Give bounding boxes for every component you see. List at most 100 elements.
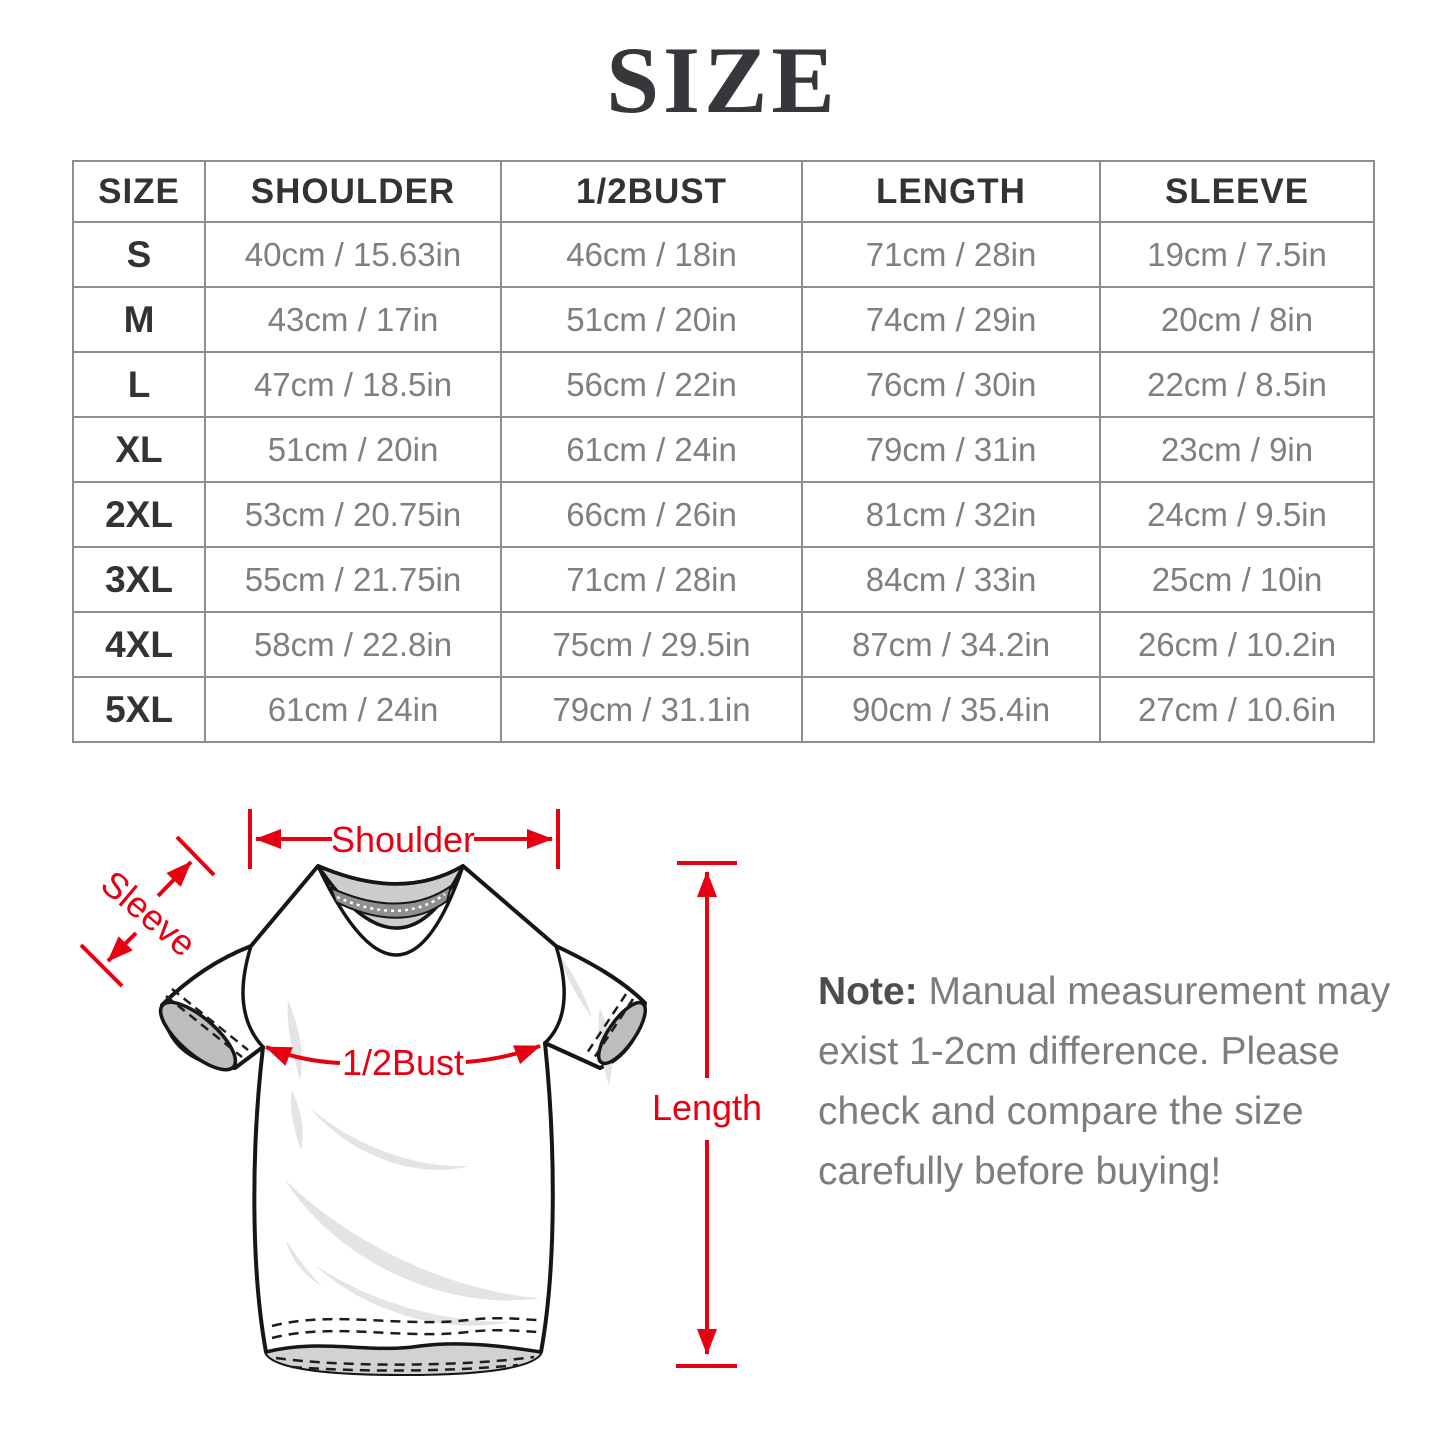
armhole-seam-left (241, 944, 265, 1049)
hem-stitch (271, 1328, 539, 1340)
value-cell: 56cm / 22in (500, 351, 803, 418)
value-cell: 61cm / 24in (500, 416, 803, 483)
value-cell: 51cm / 20in (500, 286, 803, 353)
size-cell: 4XL (72, 611, 206, 678)
wrinkle-shade (310, 1108, 470, 1170)
value-cell: 19cm / 7.5in (1099, 221, 1375, 288)
value-cell: 84cm / 33in (801, 546, 1101, 613)
wrinkle-shade (285, 1180, 540, 1301)
table-row: 4XL 58cm / 22.8in 75cm / 29.5in 87cm / 3… (72, 611, 1375, 678)
note-prefix: Note: (818, 970, 918, 1013)
col-header-length: LENGTH (801, 160, 1101, 223)
sleeve-arrow-up (156, 860, 193, 898)
wrinkle-shade (315, 1265, 510, 1326)
wrinkle-shade (291, 1090, 303, 1150)
value-cell: 76cm / 30in (801, 351, 1101, 418)
size-cell: S (72, 221, 206, 288)
bust-arrow-left (265, 1045, 341, 1066)
size-cell: 3XL (72, 546, 206, 613)
armhole-seam-right (543, 944, 566, 1045)
collar-tape-stitch (336, 892, 446, 913)
size-cell: XL (72, 416, 206, 483)
measurement-note: Note: Manual measurement may exist 1-2cm… (818, 962, 1438, 1202)
size-chart-table: SIZE SHOULDER 1/2BUST LENGTH SLEEVE S 40… (72, 160, 1375, 743)
sleeve-arrow-down (106, 931, 138, 963)
value-cell: 51cm / 20in (204, 416, 502, 483)
wrinkle-shade (560, 955, 592, 1018)
value-cell: 24cm / 9.5in (1099, 481, 1375, 548)
col-header-sleeve: SLEEVE (1099, 160, 1375, 223)
size-cell: L (72, 351, 206, 418)
col-header-shoulder: SHOULDER (204, 160, 502, 223)
cuff-stitch-right (585, 993, 628, 1054)
collar-tape (329, 883, 453, 919)
cuff-stitch-right (592, 998, 635, 1059)
tshirt-illustration (158, 864, 647, 1376)
table-row: L 47cm / 18.5in 56cm / 22in 76cm / 30in … (72, 351, 1375, 418)
value-cell: 71cm / 28in (801, 221, 1101, 288)
value-cell: 61cm / 24in (204, 676, 502, 743)
sleeve-tick-top (175, 835, 216, 877)
length-dimension-label: Length (652, 1087, 762, 1128)
value-cell: 58cm / 22.8in (204, 611, 502, 678)
table-row: XL 51cm / 20in 61cm / 24in 79cm / 31in 2… (72, 416, 1375, 483)
shoulder-dimension-label: Shoulder (331, 819, 475, 860)
hem-fold-line (264, 1342, 543, 1354)
note-line: exist 1-2cm difference. Please (818, 1030, 1340, 1073)
size-cell: 5XL (72, 676, 206, 743)
page-title: SIZE (606, 27, 839, 133)
cuff-stitch-left (171, 988, 249, 1051)
sleeve-tick-bottom (79, 943, 124, 988)
col-header-size: SIZE (72, 160, 206, 223)
hem-stitch (291, 1363, 519, 1372)
cuff-opening-left (158, 1000, 238, 1072)
note-line: Note: Manual measurement may (818, 962, 1438, 1022)
value-cell: 81cm / 32in (801, 481, 1101, 548)
value-cell: 40cm / 15.63in (204, 221, 502, 288)
hem-stitch (271, 1316, 539, 1328)
bust-arrow-right (465, 1044, 541, 1065)
cuff-opening-right (597, 1000, 647, 1066)
sleeve-dimension: Sleeve (79, 835, 216, 988)
value-cell: 74cm / 29in (801, 286, 1101, 353)
table-row: 2XL 53cm / 20.75in 66cm / 26in 81cm / 32… (72, 481, 1375, 548)
value-cell: 90cm / 35.4in (801, 676, 1101, 743)
bust-dimension: 1/2Bust (265, 1042, 541, 1083)
value-cell: 87cm / 34.2in (801, 611, 1101, 678)
shoulder-dimension: Shoulder (248, 809, 560, 869)
value-cell: 66cm / 26in (500, 481, 803, 548)
value-cell: 47cm / 18.5in (204, 351, 502, 418)
value-cell: 71cm / 28in (500, 546, 803, 613)
note-text: Manual measurement may (928, 970, 1391, 1013)
value-cell: 79cm / 31.1in (500, 676, 803, 743)
value-cell: 43cm / 17in (204, 286, 502, 353)
value-cell: 55cm / 21.75in (204, 546, 502, 613)
value-cell: 53cm / 20.75in (204, 481, 502, 548)
size-cell: M (72, 286, 206, 353)
bust-dimension-label: 1/2Bust (342, 1042, 464, 1083)
table-header-row: SIZE SHOULDER 1/2BUST LENGTH SLEEVE (72, 160, 1375, 223)
note-line: check and compare the size (818, 1090, 1304, 1133)
value-cell: 23cm / 9in (1099, 416, 1375, 483)
value-cell: 46cm / 18in (500, 221, 803, 288)
wrinkle-shade (287, 1000, 302, 1080)
note-line: carefully before buying! (818, 1150, 1222, 1193)
table-row: M 43cm / 17in 51cm / 20in 74cm / 29in 20… (72, 286, 1375, 353)
cuff-stitch-left (165, 995, 243, 1058)
table-row: 3XL 55cm / 21.75in 71cm / 28in 84cm / 33… (72, 546, 1375, 613)
table-row: S 40cm / 15.63in 46cm / 18in 71cm / 28in… (72, 221, 1375, 288)
table-row: 5XL 61cm / 24in 79cm / 31.1in 90cm / 35.… (72, 676, 1375, 743)
value-cell: 26cm / 10.2in (1099, 611, 1375, 678)
value-cell: 27cm / 10.6in (1099, 676, 1375, 743)
size-cell: 2XL (72, 481, 206, 548)
length-dimension: Length (652, 861, 762, 1368)
value-cell: 75cm / 29.5in (500, 611, 803, 678)
value-cell: 25cm / 10in (1099, 546, 1375, 613)
hem-underside (266, 1343, 541, 1374)
value-cell: 20cm / 8in (1099, 286, 1375, 353)
value-cell: 22cm / 8.5in (1099, 351, 1375, 418)
hem-stitch (275, 1355, 535, 1366)
col-header-bust: 1/2BUST (500, 160, 803, 223)
value-cell: 79cm / 31in (801, 416, 1101, 483)
